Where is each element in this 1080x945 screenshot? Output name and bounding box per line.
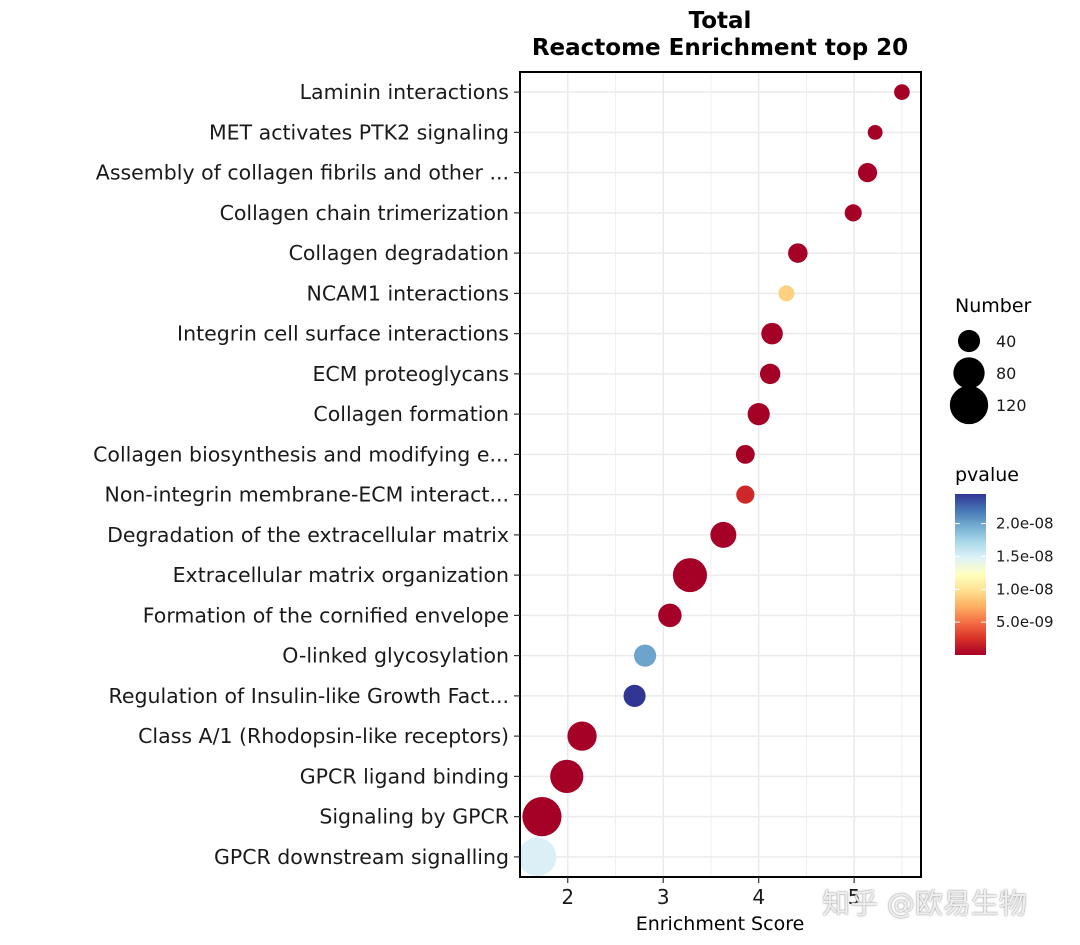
- data-point: [522, 797, 562, 837]
- y-tick-label: ECM proteoglycans: [312, 362, 509, 386]
- y-tick-label: Class A/1 (Rhodopsin-like receptors): [138, 724, 509, 748]
- y-tick-label: MET activates PTK2 signaling: [209, 120, 509, 144]
- color-legend: pvalue 2.0e-08 1.5e-08 1.0e-08 5.0e-09: [955, 464, 1054, 655]
- y-tick-label: NCAM1 interactions: [307, 281, 509, 305]
- data-point: [867, 124, 883, 140]
- size-legend: Number 40 80 120: [949, 295, 1032, 425]
- gridlines: [519, 72, 921, 877]
- chart-title: Total: [689, 8, 752, 34]
- data-point: [788, 243, 808, 263]
- color-bar: [955, 494, 986, 655]
- data-point: [567, 721, 597, 751]
- y-tick-label: Signaling by GPCR: [319, 805, 509, 829]
- size-legend-title: Number: [955, 295, 1032, 317]
- size-legend-key: [949, 385, 989, 425]
- data-point: [759, 363, 781, 385]
- size-legend-key: [957, 329, 981, 353]
- data-point: [736, 485, 755, 504]
- y-tick-label: Collagen formation: [313, 402, 509, 426]
- data-points: [518, 84, 910, 877]
- y-tick-label: GPCR downstream signalling: [214, 845, 509, 869]
- y-tick-label: Integrin cell surface interactions: [177, 322, 509, 346]
- data-point: [844, 204, 862, 222]
- chart-subtitle: Reactome Enrichment top 20: [532, 35, 908, 61]
- y-tick-label: GPCR ligand binding: [300, 764, 509, 788]
- plot-frame: [519, 71, 922, 878]
- x-tick-label: 3: [657, 885, 670, 909]
- color-bar-label: 1.0e-08: [996, 580, 1054, 598]
- x-axis: 2 3 4 5: [561, 877, 861, 909]
- data-point: [857, 163, 878, 183]
- data-point: [672, 558, 708, 593]
- y-tick-label: Regulation of Insulin-like Growth Fact..…: [109, 684, 509, 708]
- y-tick-label: Laminin interactions: [300, 80, 509, 104]
- color-bar-label: 1.5e-08: [996, 547, 1054, 565]
- color-bar-label: 5.0e-09: [996, 613, 1054, 631]
- plot-background: [520, 72, 921, 877]
- y-tick-label: Extracellular matrix organization: [173, 563, 509, 587]
- data-point: [623, 684, 646, 707]
- size-legend-label: 40: [996, 332, 1016, 351]
- y-tick-label: Assembly of collagen fibrils and other .…: [96, 161, 509, 185]
- data-point: [634, 644, 657, 667]
- x-tick-label: 2: [561, 885, 574, 909]
- data-point: [894, 84, 910, 100]
- plot-area: [518, 71, 922, 878]
- data-point: [658, 603, 682, 628]
- x-axis-label: Enrichment Score: [636, 913, 805, 935]
- size-legend-label: 80: [996, 364, 1016, 383]
- y-axis: Laminin interactions MET activates PTK2 s…: [93, 80, 520, 869]
- x-tick-label: 4: [752, 885, 765, 909]
- y-tick-label: Collagen biosynthesis and modifying e...: [93, 442, 509, 466]
- data-point: [550, 759, 584, 793]
- y-tick-label: Non-integrin membrane-ECM interact...: [105, 483, 509, 507]
- data-point: [518, 837, 557, 877]
- data-point: [761, 322, 783, 345]
- y-tick-label: Collagen degradation: [289, 241, 509, 265]
- y-tick-label: O-linked glycosylation: [282, 644, 509, 668]
- y-tick-label: Degradation of the extracellular matrix: [107, 523, 509, 547]
- x-tick-label: 5: [848, 885, 861, 909]
- y-tick-label: Collagen chain trimerization: [220, 201, 509, 225]
- data-point: [735, 444, 755, 464]
- data-point: [778, 285, 795, 302]
- color-bar-label: 2.0e-08: [996, 515, 1054, 533]
- y-tick-label: Formation of the cornified envelope: [143, 603, 509, 627]
- size-legend-label: 120: [996, 396, 1027, 415]
- watermark-text: 知乎 @欧易生物: [822, 887, 1027, 920]
- color-legend-title: pvalue: [955, 464, 1019, 486]
- data-point: [710, 521, 737, 548]
- data-point: [747, 403, 770, 426]
- size-legend-key: [953, 357, 985, 389]
